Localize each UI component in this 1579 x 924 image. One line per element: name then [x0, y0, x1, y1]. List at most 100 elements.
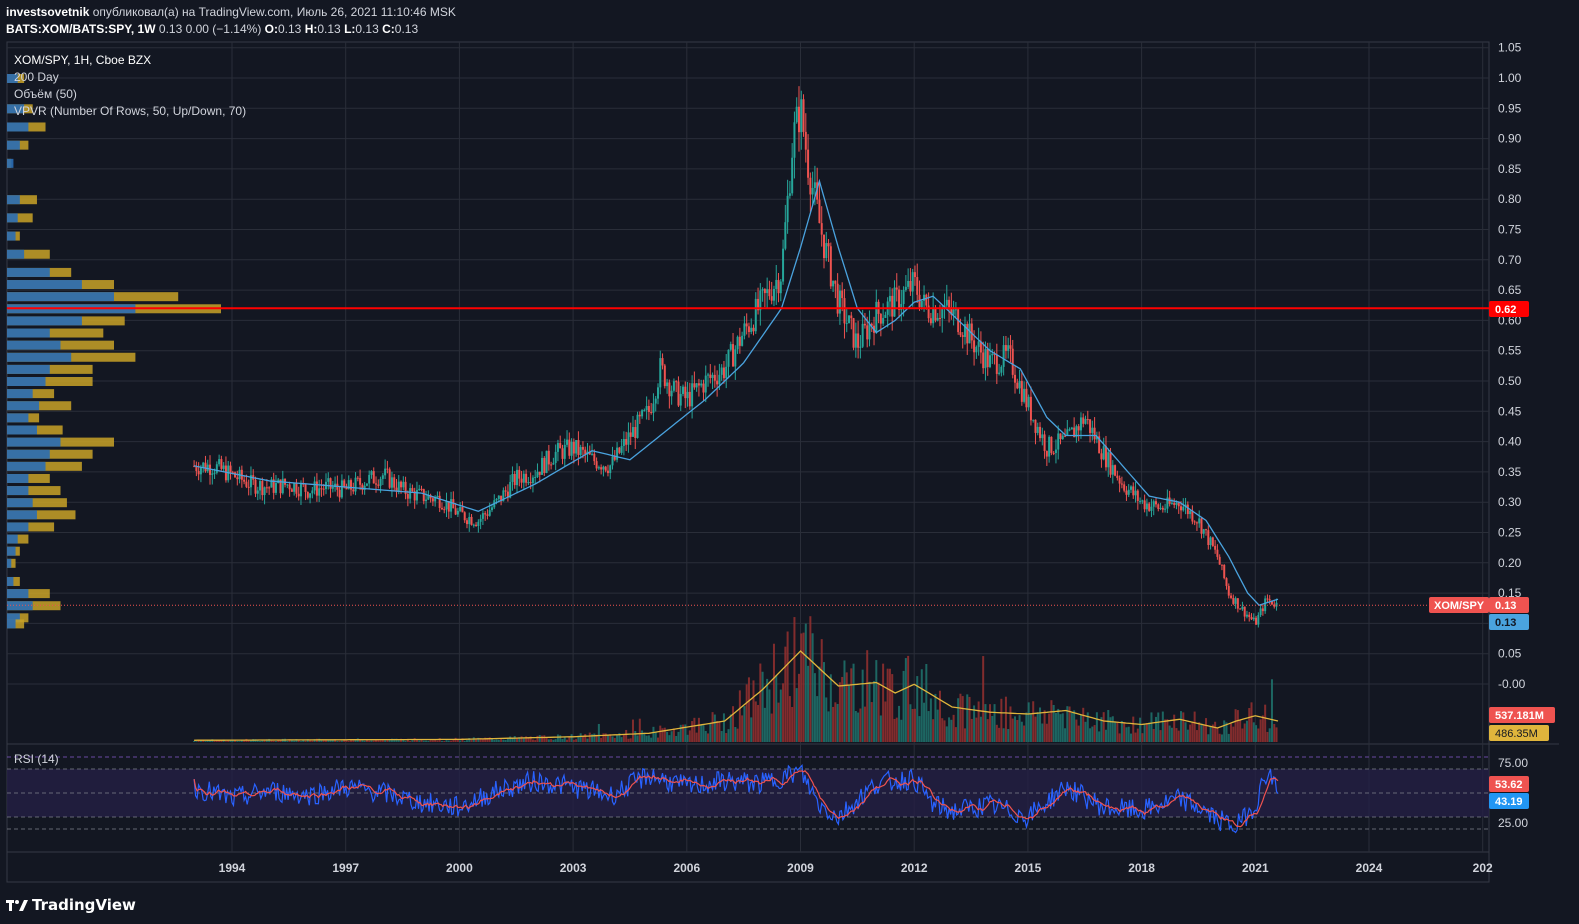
time-tick-label[interactable]: 2024	[1356, 861, 1383, 875]
volume-bar	[509, 736, 512, 742]
price-tick-label[interactable]: 0.85	[1498, 162, 1522, 176]
price-tick-label[interactable]: 0.35	[1498, 465, 1522, 479]
price-tick-label[interactable]: 0.50	[1498, 374, 1522, 388]
price-tick-label[interactable]: 0.95	[1498, 101, 1522, 115]
volume-bar	[904, 658, 907, 742]
price-tick-label[interactable]: 0.55	[1498, 344, 1522, 358]
candle-body	[791, 157, 794, 194]
price-tick-label[interactable]: 0.45	[1498, 404, 1522, 418]
volume-bar	[520, 736, 523, 742]
price-axis-ticks[interactable]: 1.051.000.950.900.850.800.750.700.650.60…	[1498, 41, 1526, 691]
legend-volume[interactable]: Объём (50)	[14, 87, 77, 101]
candle-body	[270, 479, 273, 488]
volume-bar	[1111, 716, 1114, 742]
candle-body	[595, 461, 598, 469]
rsi-tick-label: 75.00	[1498, 756, 1528, 770]
price-tick-label[interactable]: 0.40	[1498, 435, 1522, 449]
volume-bar	[927, 711, 930, 742]
candle-body	[1054, 449, 1057, 454]
volume-bar	[963, 728, 966, 742]
candle-body	[668, 382, 671, 397]
volume-bar	[1223, 720, 1226, 742]
time-tick-label[interactable]: 1997	[332, 861, 359, 875]
price-tick-label[interactable]: 0.30	[1498, 495, 1522, 509]
candle-body	[1043, 434, 1046, 452]
volume-bar	[1125, 727, 1128, 742]
candle-body	[1236, 598, 1239, 609]
volume-bar	[293, 740, 296, 742]
price-tick-label[interactable]: 0.25	[1498, 526, 1522, 540]
candle-body	[979, 341, 982, 353]
time-tick-label[interactable]: 2000	[446, 861, 473, 875]
candle-body	[775, 279, 778, 289]
candle-body	[836, 283, 839, 314]
price-tick-label[interactable]: 1.05	[1498, 41, 1522, 55]
volume-bar	[679, 724, 682, 742]
volume-bar	[666, 731, 669, 742]
vpvr-row-up	[7, 140, 20, 150]
price-tick-label[interactable]: 0.70	[1498, 253, 1522, 267]
candle-body	[677, 381, 680, 406]
legend-ma[interactable]: 200 Day	[14, 70, 59, 84]
tradingview-logo[interactable]: TradingView	[6, 896, 136, 914]
time-tick-label[interactable]: 1994	[219, 861, 246, 875]
volume-bar	[1034, 716, 1037, 742]
volume-bar	[1152, 728, 1155, 742]
author-name[interactable]: investsovetnik	[6, 5, 90, 19]
volume-bar	[343, 739, 346, 742]
volume-bar	[716, 721, 719, 742]
volume-bar	[743, 706, 746, 742]
candle-body	[1095, 436, 1098, 440]
price-tick-label[interactable]: 1.00	[1498, 71, 1522, 85]
time-tick-label[interactable]: 2012	[901, 861, 928, 875]
price-tick-label[interactable]: 0.20	[1498, 556, 1522, 570]
time-tick-label[interactable]: 2021	[1242, 861, 1269, 875]
candle-body	[454, 508, 457, 515]
volume-bar	[1011, 718, 1014, 742]
volume-bar	[1086, 712, 1089, 742]
legend-rsi[interactable]: RSI (14)	[14, 752, 59, 766]
candle-body	[516, 469, 519, 486]
legend-vpvr[interactable]: VPVR (Number Of Rows, 50, Up/Down, 70)	[14, 104, 246, 118]
time-tick-label[interactable]: 2018	[1128, 861, 1155, 875]
time-tick-label[interactable]: 2009	[787, 861, 814, 875]
volume-bar	[1168, 725, 1171, 742]
volume-bar	[848, 684, 851, 742]
price-tick-label[interactable]: 0.80	[1498, 192, 1522, 206]
volume-bar	[1148, 722, 1151, 742]
candle-body	[907, 280, 910, 287]
candle-body	[422, 489, 425, 502]
price-tick-label[interactable]: 0.65	[1498, 283, 1522, 297]
candle-body	[859, 346, 862, 348]
time-tick-label[interactable]: 2015	[1015, 861, 1042, 875]
price-tick-label[interactable]: 0.75	[1498, 223, 1522, 237]
time-tick-label[interactable]: 2003	[560, 861, 587, 875]
candle-body	[1066, 429, 1069, 436]
candle-body	[707, 374, 710, 376]
candle-body	[1243, 606, 1246, 617]
time-tick-label[interactable]: 2006	[673, 861, 700, 875]
time-axis-ticks[interactable]: 1994 1997 2000 2003 2006 2009 2012 2015 2018 2021…	[219, 861, 1493, 875]
candle-body	[531, 477, 534, 484]
legend-series[interactable]: XOM/SPY, 1H, Cboe BZX	[14, 53, 151, 67]
price-tick-label[interactable]: 0.15	[1498, 586, 1522, 600]
volume-bar	[891, 674, 894, 742]
price-tick-label[interactable]: 0.90	[1498, 132, 1522, 146]
candle-body	[538, 471, 541, 475]
price-tick-label[interactable]: -0.00	[1498, 677, 1526, 691]
candle-body	[1209, 537, 1212, 546]
volume-bar	[968, 696, 971, 742]
volume-bar	[1123, 722, 1126, 742]
volume-bar	[1150, 712, 1153, 742]
candle-body	[998, 372, 1001, 374]
candle-body	[670, 390, 673, 397]
candle-body	[315, 481, 318, 496]
candle-body	[757, 298, 760, 311]
volume-bar	[777, 702, 780, 742]
price-tick-label[interactable]: 0.05	[1498, 647, 1522, 661]
candle-body	[1245, 614, 1248, 617]
candle-body	[361, 484, 364, 490]
candle-body	[311, 490, 314, 494]
time-tick-label[interactable]: 202	[1473, 861, 1493, 875]
